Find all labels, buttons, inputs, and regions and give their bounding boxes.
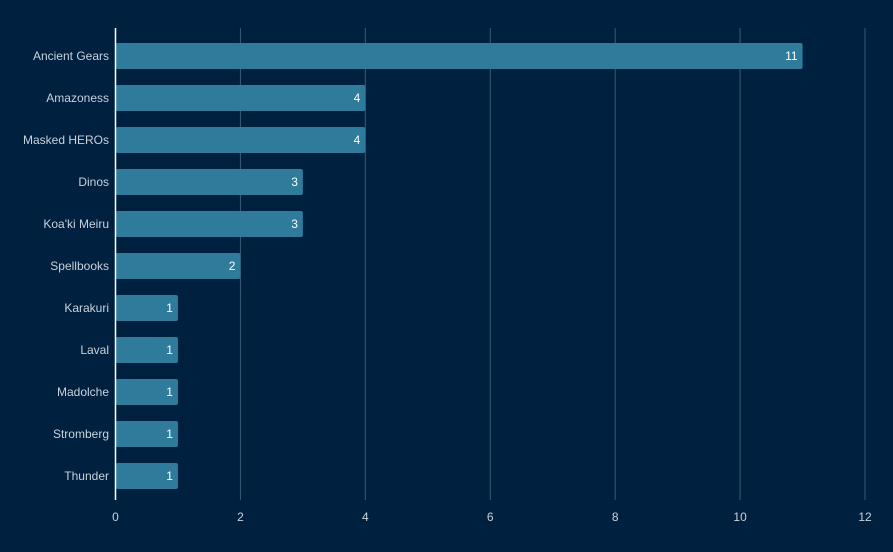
- bar-5: [115, 253, 241, 279]
- bar-9: [115, 421, 178, 447]
- data-label: 11: [785, 49, 798, 63]
- category-label: Masked HEROs: [23, 133, 109, 147]
- category-label: Laval: [80, 343, 109, 357]
- category-label: Ancient Gears: [33, 49, 109, 63]
- bar-3: [115, 169, 303, 195]
- data-label: 1: [166, 469, 173, 483]
- bar-8: [115, 379, 178, 405]
- data-label: 1: [166, 343, 173, 357]
- category-label: Dinos: [78, 175, 109, 189]
- data-label: 1: [166, 301, 173, 315]
- x-tick-label: 4: [362, 510, 369, 524]
- bar-0: [115, 43, 803, 69]
- category-label: Amazoness: [46, 91, 109, 105]
- bar-4: [115, 211, 303, 237]
- category-label: Stromberg: [53, 427, 109, 441]
- data-label: 1: [166, 385, 173, 399]
- data-label: 3: [291, 217, 298, 231]
- data-label: 2: [229, 259, 236, 273]
- data-label: 3: [291, 175, 298, 189]
- bar-6: [115, 295, 178, 321]
- bar-7: [115, 337, 178, 363]
- x-tick-label: 12: [858, 510, 872, 524]
- x-tick-label: 8: [612, 510, 619, 524]
- category-label: Karakuri: [64, 301, 109, 315]
- data-label: 4: [354, 91, 361, 105]
- bar-1: [115, 85, 366, 111]
- bars: [115, 43, 803, 489]
- category-label: Spellbooks: [50, 259, 109, 273]
- bar-2: [115, 127, 366, 153]
- data-label: 1: [166, 427, 173, 441]
- category-label: Madolche: [57, 385, 109, 399]
- gridlines: [239, 28, 866, 500]
- x-tick-label: 0: [112, 510, 119, 524]
- x-tick-label: 10: [733, 510, 747, 524]
- x-tick-label: 6: [487, 510, 494, 524]
- x-tick-label: 2: [237, 510, 244, 524]
- category-label: Koa'ki Meiru: [43, 217, 109, 231]
- category-label: Thunder: [64, 469, 109, 483]
- bar-10: [115, 463, 178, 489]
- data-label: 4: [354, 133, 361, 147]
